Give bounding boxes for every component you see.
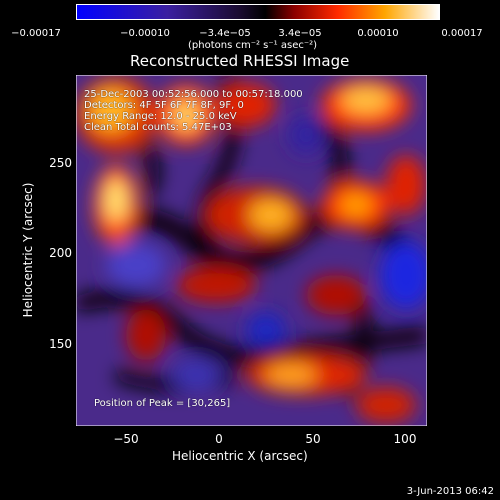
x-tick-label: 100 <box>393 432 417 446</box>
colorbar-tick: 0.00010 <box>357 28 399 39</box>
counts-label: Clean Total counts: 5.47E+03 <box>84 122 232 133</box>
x-tick-label: 0 <box>215 432 223 446</box>
colorbar-tick: −3.4e−05 <box>199 28 251 39</box>
colorbar-tick: 3.4e−05 <box>278 28 322 39</box>
time-range-label: 25-Dec-2003 00:52:56.000 to 00:57:18.000 <box>84 89 303 100</box>
y-tick-label: 200 <box>49 246 72 260</box>
color-bar <box>76 4 440 20</box>
peak-position-label: Position of Peak = [30,265] <box>94 398 231 409</box>
colorbar-tick: −0.00010 <box>120 28 170 39</box>
y-axis-label: Heliocentric Y (arcsec) <box>21 182 35 318</box>
energy-range-label: Energy Range: 12.0 - 25.0 keV <box>84 111 237 122</box>
rhessi-image <box>76 75 427 426</box>
colorbar-tick: −0.00017 <box>11 28 61 39</box>
y-tick-label: 250 <box>49 156 72 170</box>
x-axis-label: Heliocentric X (arcsec) <box>172 449 308 463</box>
x-tick-label: 50 <box>305 432 321 446</box>
y-tick-label: 150 <box>49 337 72 351</box>
x-tick-label: −50 <box>113 432 139 446</box>
image-title: Reconstructed RHESSI Image <box>130 52 350 70</box>
date-stamp: 3-Jun-2013 06:42 <box>406 486 494 497</box>
detectors-label: Detectors: 4F 5F 6F 7F 8F, 9F, 0 <box>84 100 244 111</box>
colorbar-tick: 0.00017 <box>441 28 483 39</box>
colorbar-units: (photons cm⁻² s⁻¹ asec⁻²) <box>188 40 318 51</box>
